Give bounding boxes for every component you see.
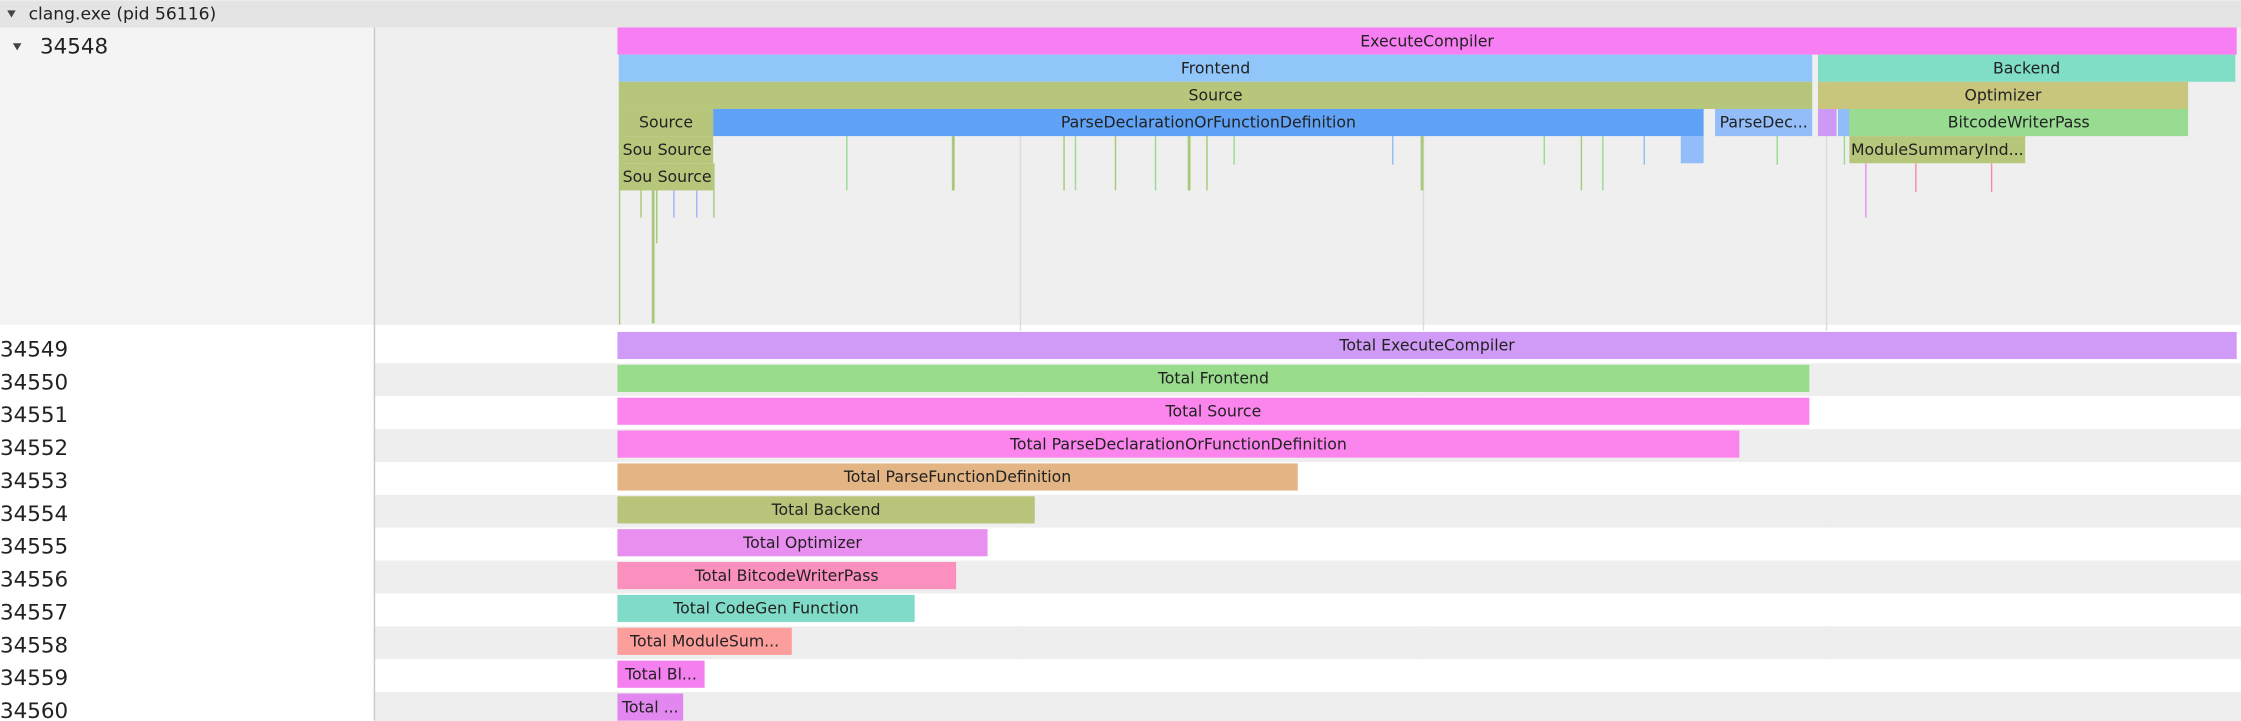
tiny-slice bbox=[1154, 136, 1157, 191]
thread-id: 34558 bbox=[0, 633, 68, 658]
tiny-slice bbox=[1114, 136, 1117, 191]
slice[interactable] bbox=[1715, 108, 1813, 137]
slice-label: ParseDec... bbox=[1720, 113, 1808, 132]
slice[interactable] bbox=[1817, 54, 2236, 82]
slice-label: ModuleSummaryInd... bbox=[1851, 140, 2024, 159]
thread-id: 34549 bbox=[0, 337, 68, 362]
slice-label: Total Backend bbox=[771, 500, 881, 519]
tiny-slice bbox=[1543, 136, 1545, 165]
slice[interactable] bbox=[656, 163, 714, 191]
thread-id: 34560 bbox=[0, 699, 68, 721]
slice[interactable] bbox=[617, 430, 1740, 458]
thread-id: 34554 bbox=[0, 502, 68, 527]
slice-label: Sou bbox=[623, 140, 653, 159]
thread-id: 34559 bbox=[0, 666, 68, 691]
tiny-slice bbox=[1643, 136, 1646, 165]
slice-label: Total CodeGen Function bbox=[672, 599, 859, 618]
slice[interactable] bbox=[618, 81, 1813, 109]
slice-label: Total BitcodeWriterPass bbox=[694, 566, 879, 585]
tiny-slice bbox=[1837, 108, 1850, 137]
slice-label: Backend bbox=[1993, 58, 2060, 77]
slice[interactable] bbox=[617, 594, 915, 623]
tiny-slice bbox=[846, 136, 848, 191]
slice[interactable] bbox=[617, 331, 2237, 360]
slice[interactable] bbox=[617, 693, 684, 721]
tiny-slice bbox=[951, 136, 955, 191]
slice[interactable] bbox=[1849, 108, 2189, 137]
thread-row bbox=[374, 692, 2241, 721]
slice-label: Total ExecuteCompiler bbox=[1338, 336, 1515, 355]
tiny-slice bbox=[1843, 136, 1846, 165]
tiny-slice bbox=[1602, 136, 1604, 191]
tiny-slice bbox=[1776, 136, 1778, 165]
slice[interactable] bbox=[1849, 136, 2026, 164]
slice-label: Total Optimizer bbox=[742, 533, 862, 552]
slice[interactable] bbox=[1817, 81, 2189, 109]
slice-label: Source bbox=[658, 140, 712, 159]
slice-label: Source bbox=[639, 113, 693, 132]
slice-label: Total ParseFunctionDefinition bbox=[843, 467, 1071, 486]
slice-label: BitcodeWriterPass bbox=[1948, 113, 2090, 132]
slice-label: Source bbox=[1189, 86, 1243, 105]
thread-toggle[interactable] bbox=[12, 43, 22, 51]
thread-id: 34551 bbox=[0, 403, 68, 428]
slice[interactable] bbox=[618, 163, 657, 191]
thread-label-panel bbox=[0, 27, 375, 325]
slice-label: Total ... bbox=[621, 697, 679, 716]
slice[interactable] bbox=[617, 660, 705, 688]
tiny-slice bbox=[1680, 136, 1704, 164]
slice[interactable] bbox=[617, 496, 1035, 524]
collapse-toggle[interactable] bbox=[7, 10, 16, 18]
tiny-slice bbox=[1915, 163, 1917, 192]
slice[interactable] bbox=[617, 463, 1298, 491]
slice[interactable] bbox=[617, 627, 792, 655]
slice[interactable] bbox=[617, 529, 988, 557]
thread-id: 34550 bbox=[0, 370, 68, 395]
slice[interactable] bbox=[713, 108, 1704, 137]
slices: ExecuteCompiler Frontend Backend Source Opti… bbox=[617, 27, 2237, 721]
process-header[interactable] bbox=[0, 0, 2241, 28]
process-label: clang.exe (pid 56116) bbox=[29, 5, 217, 25]
thread-id: 34553 bbox=[0, 469, 68, 494]
thread-id: 34557 bbox=[0, 600, 68, 625]
tiny-slice bbox=[1580, 136, 1583, 191]
slice-label: Sou bbox=[623, 167, 653, 186]
thread-id: 34555 bbox=[0, 535, 68, 560]
tiny-slice bbox=[1074, 136, 1077, 191]
thread-id: 34556 bbox=[0, 568, 68, 593]
tiny-slice bbox=[1233, 136, 1235, 165]
slice-label: Source bbox=[658, 167, 712, 186]
tiny-slice bbox=[1206, 136, 1208, 191]
slice[interactable] bbox=[617, 27, 2237, 55]
slice-label: Frontend bbox=[1181, 58, 1250, 77]
tiny-slice bbox=[651, 163, 655, 324]
thread-id: 34548 bbox=[40, 35, 108, 60]
tiny-slice bbox=[1420, 136, 1424, 191]
tiny-slice bbox=[1865, 163, 1867, 218]
slice[interactable] bbox=[617, 397, 1810, 425]
slice[interactable] bbox=[618, 54, 1813, 82]
slice[interactable] bbox=[617, 364, 1810, 392]
slice[interactable] bbox=[617, 562, 957, 590]
tiny-slice bbox=[1392, 136, 1394, 165]
slice-label: ExecuteCompiler bbox=[1360, 31, 1494, 50]
tiny-slice bbox=[1817, 108, 1837, 137]
slice-label: Total Bl... bbox=[624, 664, 697, 683]
slice[interactable] bbox=[618, 108, 714, 137]
tiny-slice bbox=[1187, 136, 1191, 191]
tiny-slice bbox=[1990, 163, 1993, 192]
slice-label: ParseDeclarationOrFunctionDefinition bbox=[1061, 113, 1356, 132]
slice[interactable] bbox=[618, 136, 657, 164]
tiny-slice bbox=[1063, 136, 1065, 191]
tiny-slice bbox=[713, 163, 715, 218]
slice-label: Total ParseDeclarationOrFunctionDefiniti… bbox=[1009, 434, 1347, 453]
slice-label: Total ModuleSum... bbox=[629, 632, 779, 651]
tiny-slice bbox=[656, 163, 658, 244]
slice[interactable] bbox=[656, 136, 714, 164]
slice-label: Optimizer bbox=[1965, 86, 2042, 105]
slice-label: Total Source bbox=[1165, 401, 1262, 420]
thread-id: 34552 bbox=[0, 436, 68, 461]
slice-label: Total Frontend bbox=[1157, 369, 1269, 388]
